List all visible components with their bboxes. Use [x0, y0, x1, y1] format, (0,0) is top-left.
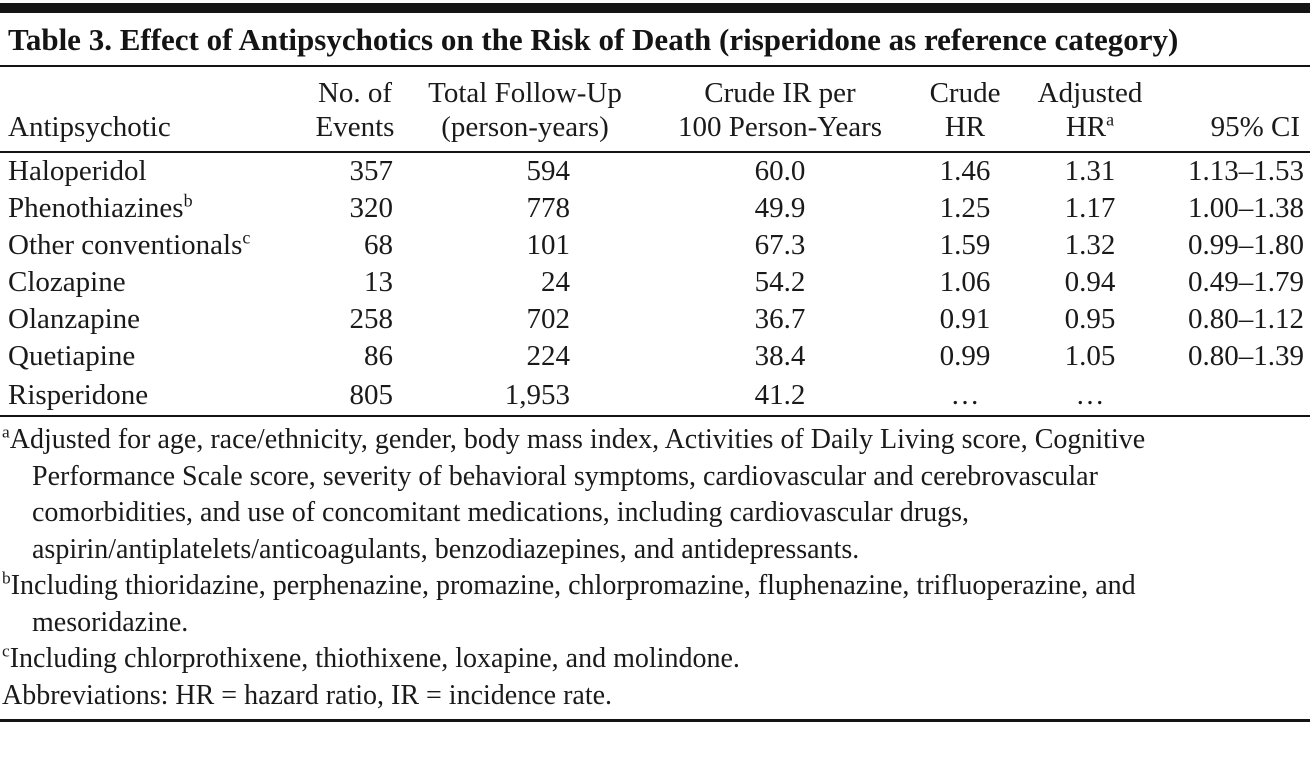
cell-drug: Other conventionalsc [8, 227, 251, 261]
table-row-haloperidol: Haloperidol 357 594 60.0 1.46 1.31 1.13–… [0, 152, 1310, 190]
header-line: Events [315, 111, 395, 143]
cell-followup: 594 [526, 155, 571, 187]
cell-drug: Quetiapine [8, 340, 136, 372]
header-line: Crude IR per [704, 77, 856, 109]
column-header-crude-ir: Crude IR per 100 Person-Years [650, 67, 910, 153]
cell-followup: 101 [526, 229, 571, 261]
cell-adjusted-hr: 1.32 [1064, 229, 1116, 261]
cell-crude-hr: 1.46 [939, 155, 991, 187]
bottom-rule [0, 719, 1310, 722]
column-header-total-followup: Total Follow-Up (person-years) [400, 67, 650, 153]
header-line: HR [944, 111, 986, 143]
cell-followup: 702 [526, 303, 571, 335]
cell-crude-hr: 0.91 [939, 303, 991, 335]
column-header-no-of-events: No. of Events [310, 67, 400, 153]
cell-events: 68 [364, 229, 393, 261]
footnote-c: cIncluding chlorprothixene, thiothixene,… [2, 641, 740, 674]
cell-followup: 24 [541, 266, 570, 298]
cell-drug: Haloperidol [8, 155, 147, 187]
cell-followup: 224 [526, 340, 571, 372]
header-row: Antipsychotic No. of Events Total Follow… [0, 67, 1310, 153]
footnote-a: aAdjusted for age, race/ethnicity, gende… [2, 422, 1146, 565]
header-line: Crude [929, 77, 1001, 109]
header-line: Adjusted [1037, 77, 1143, 109]
cell-events: 13 [364, 266, 393, 298]
header-line: (person-years) [441, 111, 609, 143]
header-line: 95% CI [1210, 111, 1300, 143]
cell-ci: 0.80–1.39 [1188, 340, 1304, 372]
footnote-marker: b [2, 568, 11, 588]
cell-crude-hr: … [910, 375, 1020, 417]
cell-crude-ir: 60.0 [754, 155, 806, 187]
cell-adjusted-hr: 0.94 [1064, 266, 1116, 298]
cell-crude-hr: 1.59 [939, 229, 991, 261]
table-title-block: Table 3. Effect of Antipsychotics on the… [0, 13, 1310, 67]
column-header-crude-hr: Crude HR [910, 67, 1020, 153]
header-line: 100 Person-Years [677, 111, 883, 143]
column-header-adjusted-hr: Adjusted HRa [1020, 67, 1160, 153]
cell-ci [1160, 375, 1310, 417]
cell-crude-ir: 54.2 [754, 266, 806, 298]
cell-ci: 0.49–1.79 [1188, 266, 1304, 298]
cell-adjusted-hr: 0.95 [1064, 303, 1116, 335]
cell-crude-ir: 67.3 [754, 229, 806, 261]
footnote-marker: c [2, 641, 10, 661]
cell-drug: Risperidone [0, 375, 310, 417]
abbreviations-note: Abbreviations: HR = hazard ratio, IR = i… [2, 679, 613, 711]
cell-events: 320 [349, 192, 394, 224]
column-header-antipsychotic: Antipsychotic [0, 67, 310, 153]
cell-events: 258 [349, 303, 394, 335]
cell-crude-ir: 41.2 [650, 375, 910, 417]
cell-crude-ir: 49.9 [754, 192, 806, 224]
cell-crude-ir: 36.7 [754, 303, 806, 335]
cell-crude-hr: 0.99 [939, 340, 991, 372]
cell-adjusted-hr: 1.31 [1064, 155, 1116, 187]
footnote-marker: a [2, 422, 10, 442]
table-row-other-conventionals: Other conventionalsc 68 101 67.3 1.59 1.… [0, 227, 1310, 264]
cell-crude-hr: 1.06 [939, 266, 991, 298]
cell-adjusted-hr: 1.05 [1064, 340, 1116, 372]
cell-drug: Phenothiazinesb [8, 190, 193, 224]
cell-ci: 1.00–1.38 [1188, 192, 1304, 224]
cell-events: 357 [349, 155, 394, 187]
antipsychotics-mortality-table: Antipsychotic No. of Events Total Follow… [0, 67, 1310, 417]
cell-adjusted-hr: 1.17 [1064, 192, 1116, 224]
footnote-marker: c [242, 227, 251, 248]
cell-followup: 778 [526, 192, 571, 224]
table-row-phenothiazines: Phenothiazinesb 320 778 49.9 1.25 1.17 1… [0, 190, 1310, 227]
cell-ci: 0.80–1.12 [1188, 303, 1304, 335]
footnote-marker: a [1106, 109, 1115, 130]
table-title: Table 3. Effect of Antipsychotics on the… [8, 22, 1179, 57]
cell-drug: Clozapine [8, 266, 126, 298]
header-line: Total Follow-Up [428, 77, 622, 109]
table-row-clozapine: Clozapine 13 24 54.2 1.06 0.94 0.49–1.79 [0, 264, 1310, 301]
cell-ci: 0.99–1.80 [1188, 229, 1304, 261]
footnotes-section: aAdjusted for age, race/ethnicity, gende… [0, 417, 1310, 714]
table-row-risperidone: Risperidone 805 1,953 41.2 … … [0, 375, 1310, 417]
footnote-marker: b [183, 190, 193, 211]
cell-crude-hr: 1.25 [939, 192, 991, 224]
cell-ci: 1.13–1.53 [1188, 155, 1304, 187]
footnote-b: bIncluding thioridazine, perphenazine, p… [2, 568, 1136, 638]
header-line: Antipsychotic [8, 111, 171, 143]
cell-drug: Olanzapine [8, 303, 141, 335]
journal-table-page: Table 3. Effect of Antipsychotics on the… [0, 3, 1310, 769]
header-line: HRa [1065, 109, 1115, 143]
cell-followup: 1,953 [400, 375, 650, 417]
header-line: No. of [317, 77, 393, 109]
cell-crude-ir: 38.4 [754, 340, 806, 372]
column-header-95-ci: 95% CI [1160, 67, 1310, 153]
cell-events: 805 [310, 375, 400, 417]
table-row-quetiapine: Quetiapine 86 224 38.4 0.99 1.05 0.80–1.… [0, 338, 1310, 375]
top-rule [0, 3, 1310, 13]
cell-events: 86 [364, 340, 393, 372]
table-row-olanzapine: Olanzapine 258 702 36.7 0.91 0.95 0.80–1… [0, 301, 1310, 338]
cell-adjusted-hr: … [1020, 375, 1160, 417]
